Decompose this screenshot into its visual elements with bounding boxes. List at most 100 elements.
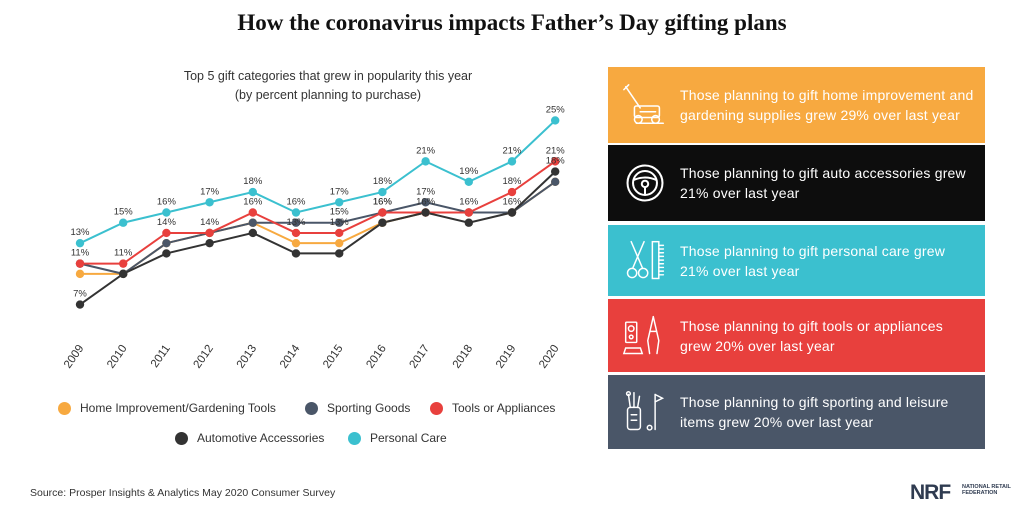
point-automotive-accessories-2019 xyxy=(507,208,517,217)
point-sporting-goods-2017 xyxy=(421,198,430,207)
legend-label: Tools or Appliances xyxy=(452,401,556,415)
logo-subtitle: NATIONAL RETAIL FEDERATION xyxy=(962,484,1011,496)
point-home-improvement-gardening-tools-2009 xyxy=(75,269,85,279)
stat-panel-1: Those planning to gift home improvement … xyxy=(608,67,985,143)
legend-item-sporting-goods: Sporting Goods xyxy=(305,401,410,415)
x-tick-2011: 2011 xyxy=(149,343,173,370)
golf-bag-icon xyxy=(620,382,670,442)
data-label-sporting-goods-2017: 17% xyxy=(416,186,436,197)
data-label-personal-care-2019: 21% xyxy=(502,145,522,156)
point-automotive-accessories-2012 xyxy=(205,238,214,248)
point-automotive-accessories-2018 xyxy=(464,218,473,227)
legend-label: Sporting Goods xyxy=(327,401,411,415)
data-label-tools-or-appliances-2018: 16% xyxy=(459,197,479,208)
point-personal-care-2015 xyxy=(335,198,344,207)
data-label-tools-or-appliances-2014: 13% xyxy=(286,217,306,228)
steering-wheel-icon xyxy=(620,153,670,213)
legend-item-home-improvement-gardening-tools: Home Improvement/Gardening Tools xyxy=(58,401,276,415)
data-label-tools-or-appliances-2020: 21% xyxy=(546,145,566,156)
series-line-tools-or-appliances xyxy=(80,160,556,265)
stat-panel-text: Those planning to gift sporting and leis… xyxy=(680,394,949,430)
nrf-logo: NRF NATIONAL RETAIL FEDERATION xyxy=(910,480,1015,504)
legend-item-personal-care: Personal Care xyxy=(348,431,447,445)
stat-panel-5: Those planning to gift sporting and leis… xyxy=(608,375,985,449)
point-home-improvement-gardening-tools-2015 xyxy=(335,238,344,248)
x-tick-2013: 2013 xyxy=(235,343,260,371)
data-label-automotive-accessories-2009: 7% xyxy=(73,289,87,300)
legend-swatch xyxy=(430,401,443,415)
x-tick-2018: 2018 xyxy=(451,343,476,371)
point-personal-care-2014 xyxy=(291,208,301,217)
point-tools-or-appliances-2012 xyxy=(205,228,214,238)
point-home-improvement-gardening-tools-2014 xyxy=(291,238,301,248)
point-automotive-accessories-2013 xyxy=(248,228,257,238)
point-personal-care-2010 xyxy=(119,218,128,227)
x-tick-2015: 2015 xyxy=(321,343,346,371)
data-label-tools-or-appliances-2015: 13% xyxy=(330,217,350,228)
series-line-automotive-accessories xyxy=(79,170,556,306)
data-label-personal-care-2015: 17% xyxy=(330,186,350,197)
legend-item-tools-or-appliances: Tools or Appliances xyxy=(430,401,555,415)
legend-swatch xyxy=(348,431,361,445)
stat-panel-text: Those planning to gift auto accessories … xyxy=(680,165,966,201)
x-tick-2020: 2020 xyxy=(537,343,562,371)
data-label-personal-care-2011: 16% xyxy=(157,197,177,208)
chart-subtitle: (by percent planning to purchase) xyxy=(235,88,421,102)
legend-swatch xyxy=(305,401,318,415)
data-label-personal-care-2018: 19% xyxy=(459,166,479,177)
point-automotive-accessories-2014 xyxy=(291,249,301,258)
point-automotive-accessories-2011 xyxy=(162,249,171,258)
scissors-comb-icon xyxy=(620,231,670,291)
x-tick-2009: 2009 xyxy=(62,343,87,371)
legend-swatch xyxy=(175,431,188,445)
point-automotive-accessories-2009 xyxy=(75,300,85,309)
data-label-personal-care-2020: 25% xyxy=(546,104,566,115)
stat-panel-text: Those planning to gift tools or applianc… xyxy=(680,317,943,354)
data-label-tools-or-appliances-2016: 16% xyxy=(373,197,393,208)
data-label-personal-care-2017: 21% xyxy=(416,145,436,156)
legend-label: Home Improvement/Gardening Tools xyxy=(80,401,276,415)
data-label-personal-care-2013: 18% xyxy=(243,176,263,187)
point-personal-care-2012 xyxy=(205,198,214,207)
data-label-automotive-accessories-2019: 16% xyxy=(502,197,522,208)
point-personal-care-2017 xyxy=(421,157,430,166)
logo-mark: NRF xyxy=(910,481,951,504)
point-sporting-goods-2013 xyxy=(248,218,257,227)
data-label-tools-or-appliances-2010: 11% xyxy=(114,248,133,259)
point-sporting-goods-2014 xyxy=(291,218,301,227)
point-personal-care-2011 xyxy=(162,208,171,217)
data-label-tools-or-appliances-2017: 16% xyxy=(416,197,436,208)
stat-panel-text: Those planning to gift home improvement … xyxy=(680,87,974,123)
point-tools-or-appliances-2016 xyxy=(378,208,387,217)
data-label-tools-or-appliances-2019: 18% xyxy=(502,176,522,187)
source-note: Source: Prosper Insights & Analytics May… xyxy=(30,487,336,499)
x-tick-2019: 2019 xyxy=(494,343,519,371)
stat-panel-3: Those planning to gift personal care gre… xyxy=(608,225,985,296)
legend-label: Automotive Accessories xyxy=(197,431,325,445)
point-personal-care-2013 xyxy=(248,187,257,197)
data-label-sporting-goods-2016: 16% xyxy=(373,197,393,208)
point-personal-care-2009 xyxy=(75,238,85,248)
data-label-tools-or-appliances-2011: 14% xyxy=(157,217,177,228)
page-title: How the coronavirus impacts Father’s Day… xyxy=(237,10,787,35)
point-automotive-accessories-2015 xyxy=(335,249,344,258)
data-label-tools-or-appliances-2009: 11% xyxy=(71,248,90,259)
point-tools-or-appliances-2009 xyxy=(75,259,85,268)
x-tick-2016: 2016 xyxy=(364,343,389,371)
x-tick-2012: 2012 xyxy=(192,343,217,371)
point-tools-or-appliances-2015 xyxy=(335,228,344,238)
x-tick-2014: 2014 xyxy=(278,342,303,370)
data-label-personal-care-2014: 16% xyxy=(286,197,306,208)
data-label-personal-care-2012: 17% xyxy=(200,186,220,197)
point-personal-care-2019 xyxy=(507,157,517,166)
x-tick-2010: 2010 xyxy=(105,343,130,371)
point-automotive-accessories-2010 xyxy=(119,269,128,279)
point-tools-or-appliances-2020 xyxy=(551,157,560,166)
chart-title: Top 5 gift categories that grew in popul… xyxy=(184,69,472,83)
x-tick-2017: 2017 xyxy=(408,343,433,371)
point-tools-or-appliances-2018 xyxy=(464,208,473,217)
data-label-personal-care-2016: 18% xyxy=(373,176,393,187)
data-label-personal-care-2009: 13% xyxy=(70,227,90,238)
lawnmower-icon xyxy=(620,75,670,135)
point-tools-or-appliances-2013 xyxy=(248,208,257,217)
